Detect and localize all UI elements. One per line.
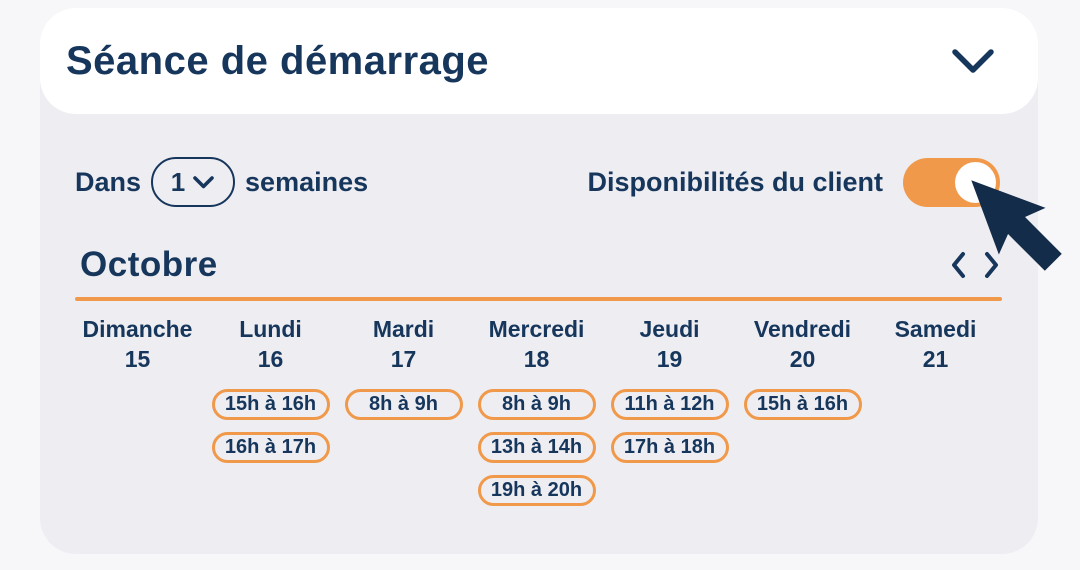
day-column-vendredi: Vendredi 20 15h à 16h [736, 315, 869, 506]
day-slots: 15h à 16h 16h à 17h [211, 389, 330, 463]
time-slot-pill[interactable]: 15h à 16h [743, 389, 862, 420]
next-month-button[interactable] [982, 249, 1002, 281]
time-slot-pill[interactable]: 8h à 9h [344, 389, 463, 420]
time-slot-pill[interactable]: 13h à 14h [477, 432, 596, 463]
day-name: Lundi [239, 316, 302, 342]
prev-month-button[interactable] [948, 249, 968, 281]
day-column-lundi: Lundi 16 15h à 16h 16h à 17h [204, 315, 337, 506]
day-name: Dimanche [82, 316, 193, 342]
month-title: Octobre [80, 245, 218, 284]
day-slots: 8h à 9h [344, 389, 463, 420]
week-grid: Dimanche 15 Lundi 16 15h à 16h 16h à 17h Mardi… [71, 315, 1002, 506]
collapse-section-button[interactable] [950, 46, 996, 76]
chevron-left-icon [950, 251, 966, 279]
day-name: Mercredi [488, 316, 585, 342]
time-slot-pill[interactable]: 8h à 9h [477, 389, 596, 420]
weeks-value: 1 [170, 166, 186, 197]
time-slot-pill[interactable]: 19h à 20h [477, 475, 596, 506]
weeks-suffix-label: semaines [245, 166, 369, 197]
availability-label: Disponibilités du client [587, 166, 883, 197]
day-number: 15 [124, 346, 151, 372]
day-column-samedi: Samedi 21 [869, 315, 1002, 506]
weeks-dropdown[interactable]: 1 [151, 157, 236, 207]
chevron-right-icon [984, 251, 1000, 279]
day-number: 17 [390, 346, 417, 372]
section-header: Séance de démarrage [40, 8, 1038, 114]
availability-toggle[interactable] [903, 157, 1000, 207]
page-title: Séance de démarrage [66, 38, 490, 83]
time-slot-pill[interactable]: 11h à 12h [610, 389, 729, 420]
day-number: 18 [523, 346, 550, 372]
day-slots: 11h à 12h 17h à 18h [610, 389, 729, 463]
month-navigation [948, 249, 1002, 281]
time-slot-pill[interactable]: 16h à 17h [211, 432, 330, 463]
day-number: 20 [789, 346, 816, 372]
toggle-knob [955, 161, 996, 203]
weeks-prefix-label: Dans [75, 166, 142, 197]
day-name: Jeudi [639, 316, 700, 342]
day-name: Mardi [372, 316, 435, 342]
weeks-selector-group: Dans 1 semaines [75, 157, 368, 207]
time-slot-pill[interactable]: 17h à 18h [610, 432, 729, 463]
day-column-mercredi: Mercredi 18 8h à 9h 13h à 14h 19h à 20h [470, 315, 603, 506]
day-column-mardi: Mardi 17 8h à 9h [337, 315, 470, 506]
chevron-down-icon [192, 175, 215, 190]
day-slots: 15h à 16h [743, 389, 862, 420]
day-name: Vendredi [753, 316, 852, 342]
day-number: 21 [922, 346, 949, 372]
availability-group: Disponibilités du client [587, 157, 1000, 207]
month-divider [75, 297, 1002, 301]
day-name: Samedi [894, 316, 977, 342]
day-column-jeudi: Jeudi 19 11h à 12h 17h à 18h [603, 315, 736, 506]
day-number: 16 [257, 346, 284, 372]
day-slots: 8h à 9h 13h à 14h 19h à 20h [477, 389, 596, 506]
chevron-down-icon [950, 46, 996, 76]
month-header: Octobre [80, 243, 1002, 287]
day-column-dimanche: Dimanche 15 [71, 315, 204, 506]
controls-row: Dans 1 semaines Disponibilités du client [75, 156, 1000, 208]
time-slot-pill[interactable]: 15h à 16h [211, 389, 330, 420]
day-number: 19 [656, 346, 683, 372]
